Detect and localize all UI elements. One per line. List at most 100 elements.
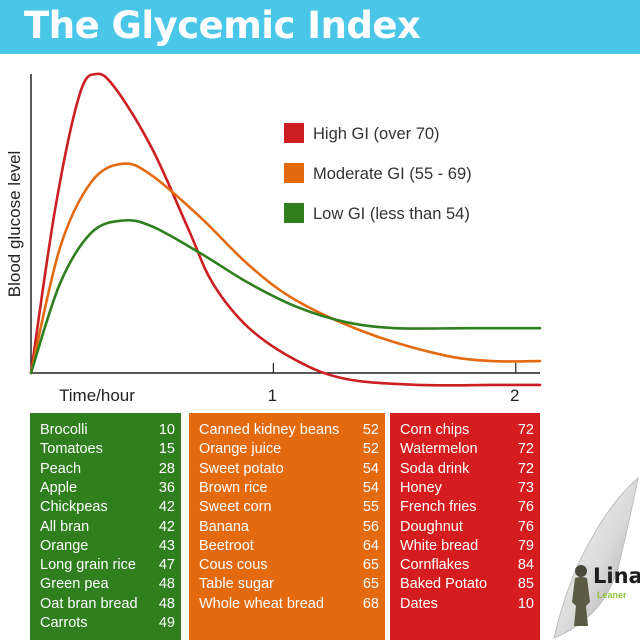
- food-name: Orange juice: [199, 441, 282, 458]
- table-row: Beetroot 64: [189, 537, 385, 556]
- food-name: Apple: [40, 479, 78, 496]
- food-name: Honey: [400, 479, 442, 496]
- food-name: Baked Potato: [400, 576, 488, 593]
- table-row: Doughnut 76: [390, 518, 540, 537]
- gi-value: 85: [517, 576, 534, 593]
- food-name: Peach: [40, 460, 82, 477]
- gi-value: 42: [158, 499, 175, 516]
- table-row: Brown rice 54: [189, 479, 385, 498]
- gi-value: 64: [362, 537, 379, 554]
- legend-swatch-low: [284, 203, 304, 223]
- table-row: Tomatoes 15: [30, 440, 181, 459]
- logo-subtext: Leaner: [597, 590, 627, 600]
- gi-value: 72: [517, 441, 534, 458]
- food-name: Corn chips: [400, 422, 470, 438]
- food-name: French fries: [400, 499, 477, 516]
- table-row: Orange juice 52: [189, 440, 385, 459]
- gi-value: 72: [517, 460, 534, 477]
- food-name: Brocolli: [40, 422, 88, 438]
- gi-value: 52: [362, 441, 379, 458]
- food-name: Cous cous: [199, 557, 268, 574]
- food-name: Banana: [199, 518, 249, 535]
- gi-value: 56: [362, 518, 379, 535]
- low-gi-table: Brocolli 10 Tomatoes 15 Peach 28 Apple 36 Chickp…: [30, 413, 181, 640]
- chart-legend: High GI (over 70) Moderate GI (55 - 69) Lo…: [284, 123, 472, 223]
- food-name: Oat bran bread: [40, 595, 138, 612]
- table-row: Banana 56: [189, 518, 385, 537]
- x-axis-label: Time/hour: [59, 386, 135, 405]
- gi-value: 48: [158, 595, 175, 612]
- table-row: Apple 36: [30, 479, 181, 498]
- gi-value: 48: [158, 576, 175, 593]
- food-name: Canned kidney beans: [199, 422, 340, 438]
- gi-value: 47: [158, 557, 175, 574]
- food-name: Chickpeas: [40, 499, 108, 516]
- table-row: French fries 76: [390, 498, 540, 517]
- table-row: White bread 79: [390, 537, 540, 556]
- table-row: Whole wheat bread 68: [189, 595, 385, 614]
- legend-label-low: Low GI (less than 54): [313, 205, 470, 223]
- gi-value: 52: [362, 422, 379, 438]
- logo-text: Lina: [593, 564, 640, 588]
- food-name: Soda drink: [400, 460, 470, 477]
- table-row: Cous cous 65: [189, 556, 385, 575]
- gi-value: 84: [517, 557, 534, 574]
- y-axis-label: Blood glucose level: [5, 151, 24, 297]
- food-name: Dates: [400, 595, 438, 612]
- table-row: All bran 42: [30, 518, 181, 537]
- table-row: Peach 28: [30, 460, 181, 479]
- gi-value: 76: [517, 499, 534, 516]
- series-line-high-gi: [29, 72, 542, 387]
- table-row: Sweet potato 54: [189, 460, 385, 479]
- legend-swatch-high: [284, 123, 304, 143]
- table-row: Honey 73: [390, 479, 540, 498]
- chart-axes: 1 2 Time/hour Blood glucose level: [5, 74, 540, 405]
- legend-swatch-moderate: [284, 163, 304, 183]
- food-name: Sweet potato: [199, 460, 284, 477]
- moderate-gi-table: Canned kidney beans 52 Orange juice 52 Sweet…: [189, 413, 385, 640]
- food-name: Watermelon: [400, 441, 478, 458]
- legend-label-moderate: Moderate GI (55 - 69): [313, 165, 472, 183]
- food-name: White bread: [400, 537, 479, 554]
- table-row: Soda drink 72: [390, 460, 540, 479]
- table-row: Cornflakes 84: [390, 556, 540, 575]
- gi-value: 76: [517, 518, 534, 535]
- x-tick-label: 1: [268, 386, 277, 405]
- gi-value: 72: [517, 422, 534, 438]
- food-name: All bran: [40, 518, 90, 535]
- gi-value: 10: [158, 422, 175, 438]
- series-line-moderate-gi: [29, 162, 542, 375]
- gi-value: 28: [158, 460, 175, 477]
- food-name: Beetroot: [199, 537, 254, 554]
- page-title: The Glycemic Index: [24, 4, 421, 47]
- food-name: Green pea: [40, 576, 109, 593]
- table-row: Baked Potato 85: [390, 575, 540, 594]
- gi-value: 65: [362, 557, 379, 574]
- gi-value: 55: [362, 499, 379, 516]
- food-name: Tomatoes: [40, 441, 103, 458]
- gi-value: 73: [517, 479, 534, 496]
- table-row: Dates 10: [390, 595, 540, 614]
- gi-value: 49: [158, 615, 175, 631]
- food-name: Long grain rice: [40, 557, 136, 574]
- food-name: Orange: [40, 537, 89, 554]
- gi-value: 15: [158, 441, 175, 458]
- gi-value: 65: [362, 576, 379, 593]
- gi-value: 36: [158, 479, 175, 496]
- gi-value: 42: [158, 518, 175, 535]
- table-row: Watermelon 72: [390, 440, 540, 459]
- table-row: Carrots 49: [30, 614, 181, 633]
- table-row: Canned kidney beans 52: [189, 421, 385, 440]
- table-row: Brocolli 10: [30, 421, 181, 440]
- table-row: Long grain rice 47: [30, 556, 181, 575]
- lina-leaner-logo: Lina Leaner: [566, 562, 640, 628]
- title-banner: The Glycemic Index: [0, 0, 640, 54]
- gi-value: 68: [362, 595, 379, 612]
- food-name: Doughnut: [400, 518, 463, 535]
- figure-icon: [572, 565, 590, 626]
- table-row: Table sugar 65: [189, 575, 385, 594]
- gi-value: 10: [517, 595, 534, 612]
- food-name: Carrots: [40, 615, 88, 631]
- high-gi-table: Corn chips 72 Watermelon 72 Soda drink 72 Hone…: [390, 413, 540, 640]
- food-name: Brown rice: [199, 479, 268, 496]
